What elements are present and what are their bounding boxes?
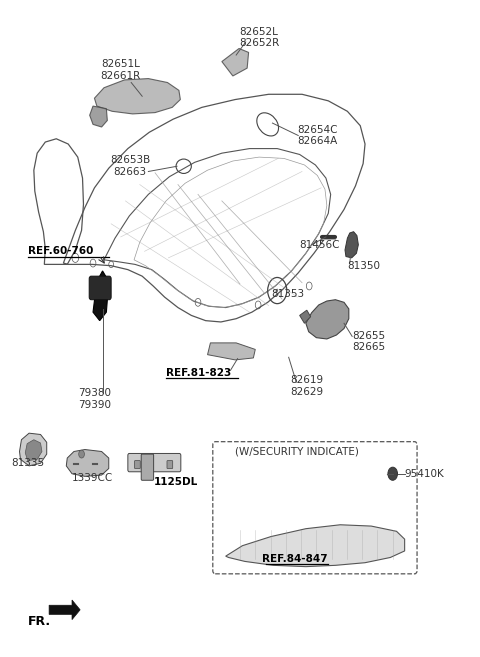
- FancyBboxPatch shape: [128, 453, 181, 472]
- Polygon shape: [90, 106, 108, 127]
- Text: 81353: 81353: [271, 290, 304, 300]
- Text: 79380
79390: 79380 79390: [78, 388, 111, 410]
- Polygon shape: [25, 440, 42, 461]
- Polygon shape: [226, 525, 405, 566]
- Circle shape: [79, 450, 84, 458]
- Text: 81335: 81335: [11, 458, 44, 468]
- FancyBboxPatch shape: [134, 461, 140, 468]
- FancyBboxPatch shape: [89, 276, 111, 300]
- Polygon shape: [207, 343, 255, 360]
- Polygon shape: [300, 310, 311, 323]
- Polygon shape: [222, 49, 249, 76]
- Text: 82652L
82652R: 82652L 82652R: [239, 26, 279, 48]
- Text: 1339CC: 1339CC: [72, 472, 113, 483]
- Text: 81456C: 81456C: [300, 240, 340, 250]
- Polygon shape: [95, 79, 180, 114]
- Polygon shape: [66, 449, 109, 476]
- Text: 82653B
82663: 82653B 82663: [110, 156, 150, 177]
- Text: 95410K: 95410K: [405, 468, 444, 479]
- Polygon shape: [345, 232, 359, 258]
- Text: 82655
82665: 82655 82665: [352, 330, 385, 352]
- Polygon shape: [49, 600, 80, 620]
- Text: REF.81-823: REF.81-823: [166, 368, 231, 378]
- Text: 81350: 81350: [348, 261, 380, 271]
- FancyBboxPatch shape: [141, 454, 154, 480]
- Text: 82619
82629: 82619 82629: [290, 375, 323, 397]
- Text: REF.60-760: REF.60-760: [28, 246, 93, 256]
- Polygon shape: [93, 271, 109, 321]
- FancyBboxPatch shape: [167, 461, 173, 468]
- Text: FR.: FR.: [28, 615, 51, 628]
- Text: (W/SECURITY INDICATE): (W/SECURITY INDICATE): [235, 447, 359, 457]
- Polygon shape: [20, 433, 47, 466]
- Polygon shape: [306, 300, 349, 339]
- Text: 1125DL: 1125DL: [154, 477, 198, 487]
- Text: 82654C
82664A: 82654C 82664A: [297, 125, 338, 147]
- Circle shape: [388, 467, 397, 480]
- Text: 82651L
82661R: 82651L 82661R: [101, 59, 141, 81]
- Text: REF.84-847: REF.84-847: [262, 554, 328, 564]
